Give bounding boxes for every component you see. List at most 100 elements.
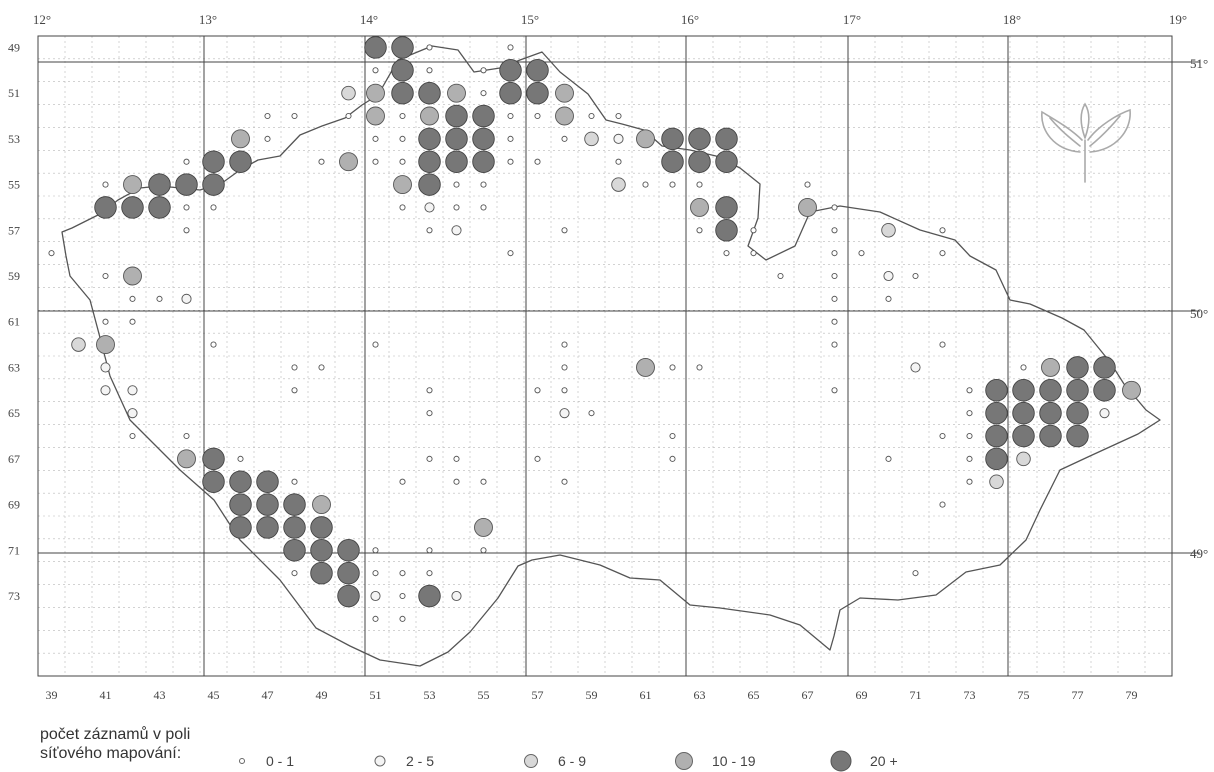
record-dot <box>418 150 441 173</box>
record-dot <box>310 561 333 585</box>
record-dot <box>391 36 414 59</box>
legend-dot-2-5 <box>374 755 386 767</box>
record-dot <box>534 455 541 462</box>
record-dot <box>831 341 838 348</box>
record-dot <box>391 81 414 105</box>
longitude-label: 16° <box>681 12 699 27</box>
record-dot <box>181 293 192 304</box>
record-dot <box>561 341 568 348</box>
record-dot <box>283 539 306 562</box>
record-dot <box>688 150 711 173</box>
record-dot <box>985 424 1008 448</box>
record-dot <box>291 478 298 485</box>
record-dot <box>966 410 973 417</box>
record-dot <box>1012 401 1035 425</box>
record-dot <box>366 83 385 103</box>
record-dot <box>420 106 439 126</box>
record-dot <box>391 59 414 82</box>
record-dot <box>966 432 973 440</box>
record-dot <box>642 181 649 188</box>
record-dot <box>102 181 109 188</box>
legend-label-10-19: 10 - 19 <box>712 753 756 769</box>
record-dot <box>418 173 441 196</box>
record-dot <box>688 127 711 151</box>
row-label: 59 <box>8 269 20 283</box>
record-dot <box>453 455 460 462</box>
record-dot <box>426 227 433 234</box>
record-dot <box>426 455 433 462</box>
record-dot <box>480 90 487 97</box>
record-dot <box>399 135 406 142</box>
record-dot <box>399 592 406 600</box>
column-label: 53 <box>424 688 436 702</box>
record-dot <box>561 227 568 234</box>
record-dot <box>283 493 306 516</box>
record-dot <box>499 81 522 105</box>
record-dot <box>256 470 279 493</box>
record-dot <box>1066 424 1089 448</box>
record-dot <box>229 493 252 516</box>
record-dot <box>256 516 279 539</box>
row-label: 49 <box>8 40 20 54</box>
record-dot <box>96 335 115 355</box>
legend-item-20-plus: 20 + <box>830 750 898 772</box>
record-dot <box>345 112 352 120</box>
longitude-label: 19° <box>1169 12 1187 27</box>
record-dot <box>129 295 136 302</box>
record-dot <box>480 547 487 554</box>
record-dot <box>71 337 86 352</box>
legend-item-10-19: 10 - 19 <box>674 751 756 771</box>
record-dot <box>451 225 462 236</box>
record-dot <box>318 364 325 371</box>
record-dot <box>310 516 333 539</box>
record-dot <box>399 158 406 165</box>
record-dot <box>1093 379 1116 402</box>
record-dot <box>129 318 136 325</box>
record-dot <box>372 67 379 74</box>
record-dot <box>939 341 946 348</box>
record-dot <box>966 387 973 394</box>
column-label: 47 <box>262 688 274 702</box>
record-dot <box>881 223 896 238</box>
record-dot <box>337 561 360 585</box>
longitude-label: 12° <box>33 12 51 27</box>
legend-dot-6-9 <box>524 754 538 768</box>
record-dot <box>555 106 574 126</box>
record-dot <box>1020 364 1027 371</box>
row-label: 61 <box>8 315 20 329</box>
column-labels: 39 41 43 45 47 49 51 53 55 57 59 61 63 65 67 69 71 73 75 77… <box>46 688 1138 702</box>
record-dot <box>883 270 894 282</box>
record-dot <box>723 250 730 257</box>
record-dot <box>1039 424 1062 448</box>
record-dot <box>661 150 684 173</box>
record-dot <box>831 272 838 280</box>
record-dot <box>210 341 217 348</box>
legend-item-2-5: 2 - 5 <box>372 751 434 771</box>
column-label: 49 <box>316 688 328 702</box>
longitude-labels: 12° 13° 14° 15° 16° 17° 18° 19° <box>33 12 1187 27</box>
record-dot <box>831 204 838 211</box>
record-dot <box>447 83 466 103</box>
legend-dot-20-plus <box>830 750 852 772</box>
column-label: 63 <box>694 688 706 702</box>
record-dot <box>399 478 406 485</box>
record-dot <box>426 44 433 51</box>
record-dot <box>584 131 599 147</box>
record-dot <box>229 470 252 493</box>
record-dot <box>372 547 379 554</box>
record-dot <box>426 387 433 394</box>
row-label: 55 <box>8 178 20 192</box>
record-dot <box>337 584 360 608</box>
record-dot <box>372 158 379 165</box>
record-dot <box>94 196 117 219</box>
record-dot <box>480 204 487 211</box>
record-dot <box>696 364 703 371</box>
record-dot <box>715 127 738 151</box>
legend-caption-line1: počet záznamů v poli <box>40 726 191 743</box>
row-labels: 49 51 53 55 57 59 61 63 65 67 69 71 73 <box>8 40 20 603</box>
column-label: 75 <box>1018 688 1030 702</box>
record-dot <box>1012 424 1035 448</box>
longitude-label: 14° <box>360 12 378 27</box>
record-dot <box>615 112 622 120</box>
record-dot <box>148 173 171 196</box>
